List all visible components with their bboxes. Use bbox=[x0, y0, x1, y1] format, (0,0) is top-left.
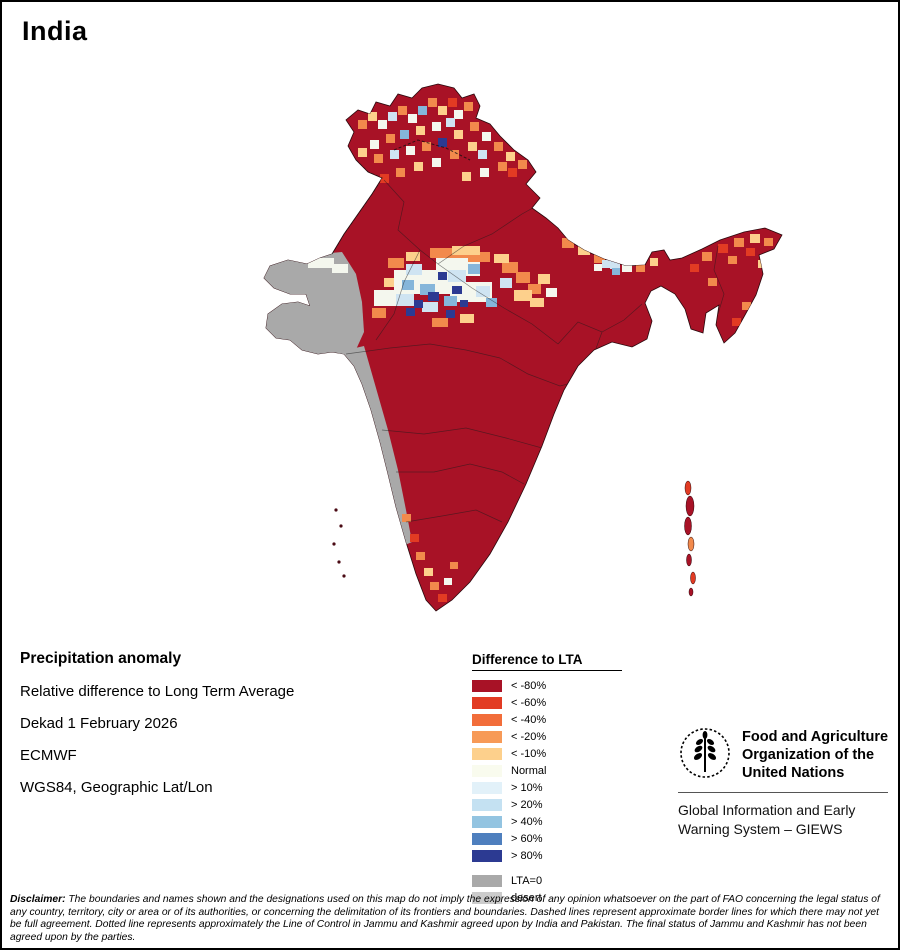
map-info-line-dekad: Dekad 1 February 2026 bbox=[20, 715, 178, 732]
western-border-dashed bbox=[331, 159, 383, 255]
legend-item: < -20% bbox=[472, 729, 642, 745]
legend-item: < -60% bbox=[472, 695, 642, 711]
fao-name-line-2: Organization of the bbox=[742, 747, 875, 763]
legend-swatch bbox=[472, 816, 502, 828]
legend-item: Normal bbox=[472, 763, 642, 779]
fao-logo-icon bbox=[680, 728, 730, 778]
fao-organization-name: Food and Agriculture Organization of the… bbox=[742, 726, 888, 782]
giews-line-1: Global Information and Early bbox=[678, 802, 856, 818]
legend-swatch bbox=[472, 782, 502, 794]
legend-swatch bbox=[472, 697, 502, 709]
legend-item: desert bbox=[472, 890, 642, 906]
legend-item: < -80% bbox=[472, 678, 642, 694]
legend-swatch bbox=[472, 765, 502, 777]
disclaimer-text: The boundaries and names shown and the d… bbox=[10, 893, 880, 944]
legend-swatch bbox=[472, 833, 502, 845]
legend-label: desert bbox=[511, 892, 542, 904]
disclaimer-label: Disclaimer: bbox=[10, 893, 66, 905]
line-of-control bbox=[393, 139, 471, 161]
legend-items: < -80% < -60% < -40% < -20% < -10% Normal > 10… bbox=[472, 678, 642, 906]
legend-swatch bbox=[472, 731, 502, 743]
legend-swatch bbox=[472, 748, 502, 760]
map-info-line-projection: WGS84, Geographic Lat/Lon bbox=[20, 779, 213, 796]
legend-item: > 60% bbox=[472, 831, 642, 847]
legend-label: Normal bbox=[511, 765, 547, 777]
page-title: India bbox=[22, 16, 88, 46]
legend-swatch bbox=[472, 892, 502, 904]
legend-swatch bbox=[472, 875, 502, 887]
legend-swatch bbox=[472, 850, 502, 862]
giews-line-2: Warning System – GIEWS bbox=[678, 821, 843, 837]
legend-label: > 80% bbox=[511, 850, 543, 862]
legend-label: LTA=0 bbox=[511, 875, 543, 887]
legend-label: > 40% bbox=[511, 816, 543, 828]
legend-title: Difference to LTA bbox=[472, 652, 622, 671]
map-info-block: Precipitation anomaly Relative differenc… bbox=[20, 650, 294, 811]
map-info-line-method: Relative difference to Long Term Average bbox=[20, 683, 295, 700]
fao-attribution-block: Food and Agriculture Organization of the… bbox=[678, 726, 890, 839]
legend-label: < -60% bbox=[511, 697, 547, 709]
island-groups bbox=[332, 480, 696, 597]
legend-item: LTA=0 bbox=[472, 873, 642, 889]
legend-item: > 20% bbox=[472, 797, 642, 813]
legend-label: < -20% bbox=[511, 731, 547, 743]
legend-item: < -10% bbox=[472, 746, 642, 762]
disputed-boundary-lines bbox=[331, 139, 471, 255]
giews-system-name: Global Information and Early Warning Sys… bbox=[678, 801, 890, 839]
legend-label: > 60% bbox=[511, 833, 543, 845]
legend-item: < -40% bbox=[472, 712, 642, 728]
legend-label: > 20% bbox=[511, 799, 543, 811]
legend-swatch bbox=[472, 680, 502, 692]
legend-item: > 40% bbox=[472, 814, 642, 830]
legend-swatch bbox=[472, 799, 502, 811]
anomaly-raster-patches bbox=[308, 98, 773, 602]
map-subject-heading: Precipitation anomaly bbox=[20, 650, 182, 667]
legend-label: < -80% bbox=[511, 680, 547, 692]
legend-label: < -40% bbox=[511, 714, 547, 726]
legend-item: > 10% bbox=[472, 780, 642, 796]
map-disclaimer: Disclaimer: The boundaries and names sho… bbox=[10, 894, 890, 945]
map-info-line-source: ECMWF bbox=[20, 747, 77, 764]
legend-swatch bbox=[472, 714, 502, 726]
fao-name-line-3: United Nations bbox=[742, 765, 845, 781]
fao-name-line-1: Food and Agriculture bbox=[742, 729, 889, 745]
map-legend: Difference to LTA < -80% < -60% < -40% < -2… bbox=[472, 652, 642, 907]
legend-item: > 80% bbox=[472, 848, 642, 864]
legend-label: > 10% bbox=[511, 782, 543, 794]
state-boundaries bbox=[345, 179, 725, 523]
legend-label: < -10% bbox=[511, 748, 547, 760]
fao-divider bbox=[678, 792, 888, 793]
